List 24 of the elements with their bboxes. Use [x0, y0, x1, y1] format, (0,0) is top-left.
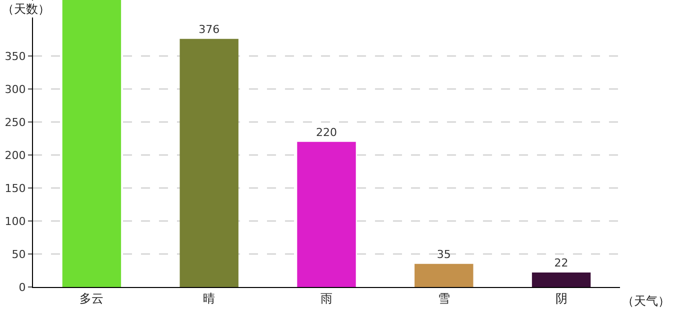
bar [297, 142, 356, 287]
bar [532, 272, 591, 287]
data-label: 220 [316, 126, 337, 139]
y-tick-label: 50 [12, 248, 26, 261]
x-tick-label: 多云 [80, 291, 104, 306]
data-label: 22 [554, 256, 568, 270]
y-tick-label: 250 [4, 116, 26, 129]
y-axis-title: （天数） [2, 2, 50, 16]
y-tick-label: 150 [4, 182, 26, 195]
data-label: 376 [198, 22, 220, 36]
data-label: 35 [436, 248, 451, 261]
bar [180, 38, 238, 287]
bar [62, 0, 122, 287]
x-tick-label: 雨 [320, 291, 332, 306]
y-tick-label: 200 [4, 148, 26, 162]
y-tick-label: 0 [18, 280, 26, 294]
y-tick-label: 100 [4, 214, 26, 228]
x-tick-label: 阴 [555, 291, 568, 306]
x-tick-label: 雪 [438, 291, 450, 306]
y-tick-label: 300 [4, 82, 26, 96]
x-tick-label: 晴 [203, 291, 216, 306]
bar [414, 264, 474, 287]
x-axis-title: （天气） [622, 294, 670, 308]
y-tick-label: 350 [4, 50, 26, 63]
